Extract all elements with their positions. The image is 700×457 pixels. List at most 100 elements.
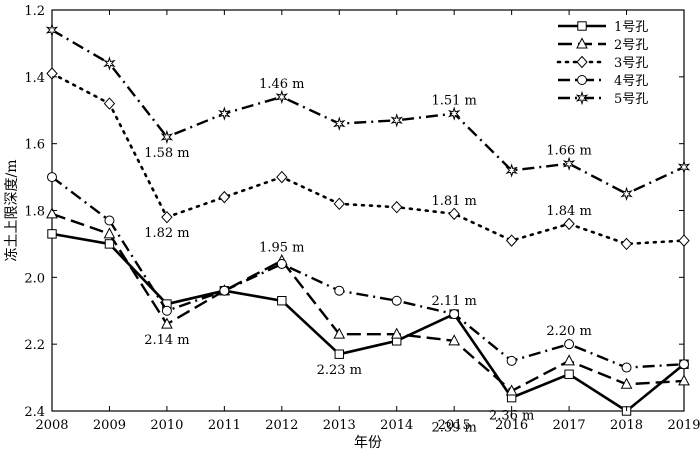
data-point [160, 129, 174, 145]
data-label: 1.46 m [259, 77, 304, 92]
marker-circle [47, 172, 57, 183]
data-point [563, 217, 575, 231]
data-point [275, 89, 289, 105]
x-tick-label: 2015 [438, 418, 471, 433]
x-tick-label: 2019 [667, 418, 700, 433]
data-point [620, 377, 633, 389]
data-point [104, 215, 115, 226]
data-point [447, 106, 461, 121]
marker-star [447, 106, 461, 121]
data-point [620, 186, 633, 201]
marker-diamond [218, 190, 231, 204]
series-line [51, 232, 685, 413]
legend-marker [576, 55, 588, 69]
legend-item: 3号孔 [556, 55, 648, 71]
marker-diamond [333, 197, 345, 211]
data-point [161, 305, 172, 316]
data-point [161, 317, 173, 329]
marker-star [562, 156, 576, 171]
marker-square [277, 296, 287, 306]
data-label: 2.11 m [431, 294, 476, 309]
marker-circle [391, 295, 402, 306]
data-point [448, 207, 460, 221]
data-point [103, 97, 116, 110]
marker-star [160, 129, 174, 145]
marker-triangle [46, 207, 58, 219]
data-point [505, 384, 518, 396]
data-point [677, 159, 691, 175]
data-point [391, 295, 402, 306]
data-point [678, 374, 690, 386]
data-label: 1.81 m [431, 194, 476, 209]
marker-triangle [103, 227, 116, 239]
data-point [679, 359, 689, 370]
marker-diamond [448, 207, 460, 221]
data-point [448, 334, 461, 346]
data-label: 1.51 m [431, 94, 476, 109]
marker-square [104, 239, 115, 249]
data-point [103, 227, 116, 239]
legend-item: 1号孔 [558, 20, 648, 35]
legend-marker [577, 75, 587, 85]
x-tick-label: 2011 [208, 418, 241, 433]
data-point [219, 285, 230, 296]
y-tick-label: 2.4 [24, 405, 45, 420]
data-label: 1.95 m [259, 241, 304, 256]
legend-marker [577, 21, 587, 31]
series-5 [45, 22, 691, 201]
data-point [334, 285, 345, 296]
marker-diamond [563, 217, 575, 231]
data-point [161, 210, 173, 224]
x-tick-label: 2018 [610, 418, 643, 433]
marker-circle [564, 339, 575, 350]
data-label: 2.23 m [317, 363, 362, 378]
legend-item: 2号孔 [558, 37, 648, 53]
series-line [51, 29, 685, 195]
marker-triangle [678, 374, 690, 386]
data-point [47, 172, 57, 183]
data-point [621, 362, 632, 373]
marker-star [333, 116, 346, 131]
legend-label: 3号孔 [614, 56, 648, 71]
marker-triangle [161, 317, 173, 329]
series-line [51, 212, 685, 393]
marker-triangle [563, 354, 575, 366]
marker-star [218, 106, 231, 121]
data-point [564, 339, 575, 350]
data-point [562, 156, 576, 171]
legend-item: 5号孔 [558, 90, 648, 107]
legend-label: 2号孔 [614, 38, 648, 53]
x-tick-label: 2010 [150, 418, 183, 433]
data-label: 1.66 m [546, 144, 591, 159]
data-point [218, 190, 231, 204]
data-label: 1.58 m [144, 146, 189, 161]
marker-circle [621, 362, 632, 373]
marker-circle [506, 355, 517, 366]
data-point [505, 163, 518, 178]
marker-circle [276, 258, 287, 269]
marker-triangle [620, 377, 633, 389]
y-tick-label: 1.4 [24, 71, 45, 86]
marker-star [505, 163, 518, 178]
data-point [334, 349, 344, 359]
marker-circle [104, 215, 115, 226]
data-point [47, 229, 57, 239]
marker-star [390, 113, 403, 128]
data-point [333, 197, 345, 211]
y-axis-title: 冻土上限深度/m [3, 160, 20, 262]
marker-triangle [576, 37, 588, 49]
data-point [103, 56, 116, 71]
y-tick-label: 2.0 [24, 271, 45, 286]
data-point [564, 369, 574, 379]
marker-diamond [620, 237, 633, 251]
marker-triangle [390, 327, 403, 339]
data-point [505, 234, 518, 247]
data-label: 1.82 m [144, 226, 189, 241]
data-point [46, 67, 58, 80]
data-point [218, 106, 231, 121]
x-tick-label: 2009 [93, 418, 126, 433]
x-tick-label: 2017 [553, 418, 586, 433]
marker-square [564, 369, 574, 379]
data-point [46, 207, 58, 219]
